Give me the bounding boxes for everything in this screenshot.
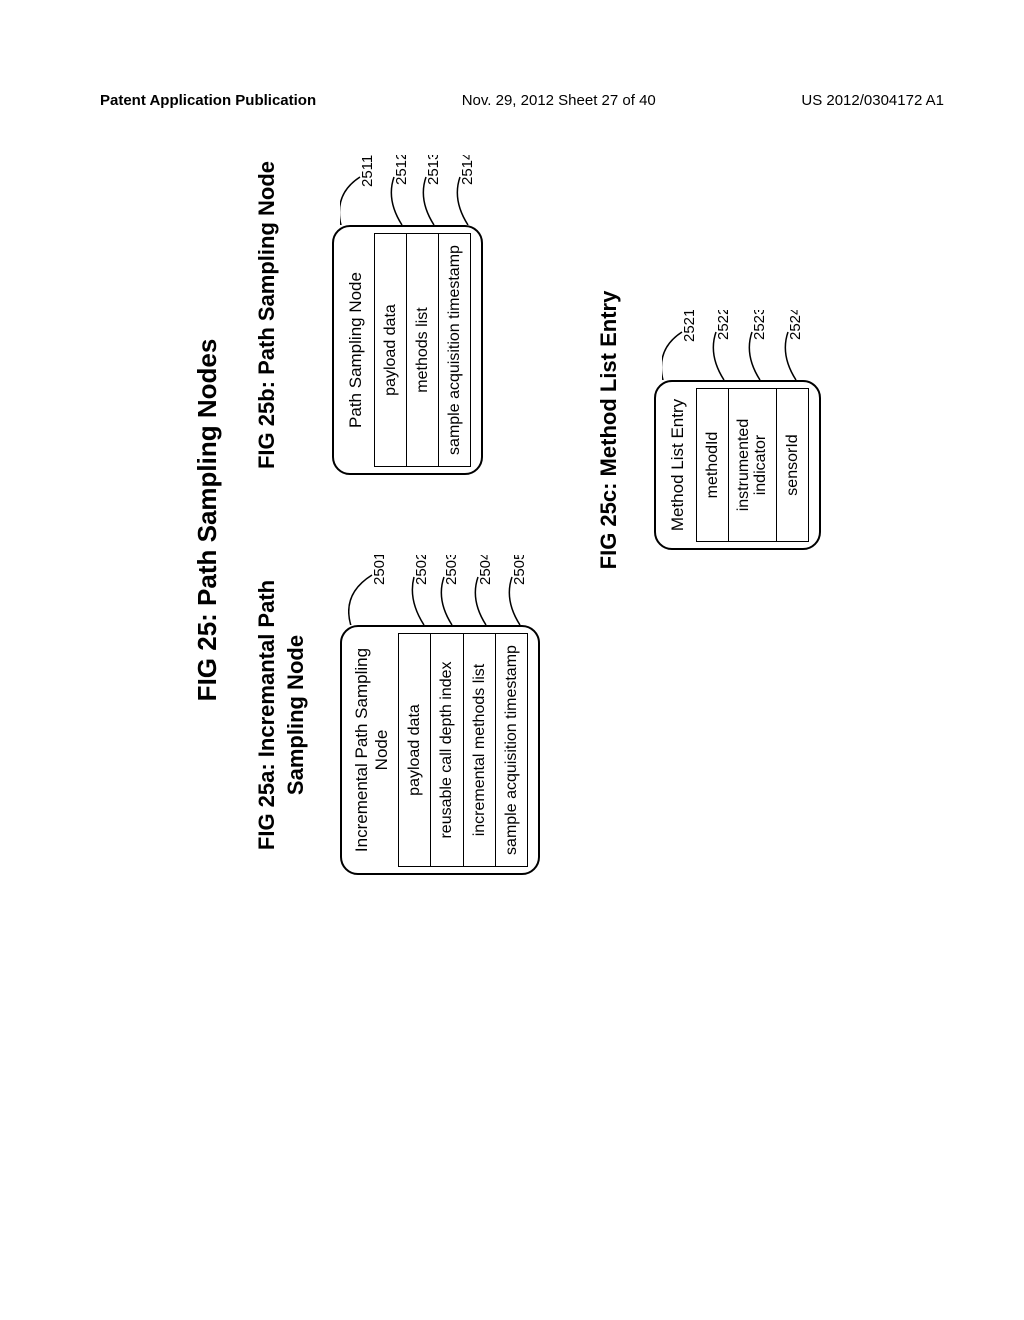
fig25a-conn-4: 2505 <box>500 555 534 625</box>
top-row: FIG 25a: Incremantal Path Sampling Node … <box>253 20 540 1020</box>
fig25b-ref-2: 2513 <box>425 155 442 185</box>
fig25b-ref-3: 2514 <box>459 155 476 185</box>
fig25c-field-2: sensorId <box>777 388 809 542</box>
fig25b-node-title: Path Sampling Node <box>342 233 374 467</box>
fig25c-conn-2: 2523 <box>736 310 770 380</box>
fig25c-ref-3: 2524 <box>787 310 804 340</box>
fig25c-conn-0: 2521 <box>662 310 698 380</box>
fig25a-field-3: sample acquisition timestamp <box>496 633 528 867</box>
fig25a-ref-0: 2501 <box>371 555 388 585</box>
fig25c-conn-1: 2522 <box>702 310 736 380</box>
fig25b-title: FIG 25b: Path Sampling Node <box>253 161 282 469</box>
fig25a-node-title: Incremental Path Sampling Node <box>350 633 398 867</box>
fig25b-conn-0: 2511 <box>340 155 376 225</box>
fig25a-field-1: reusable call depth index <box>431 633 463 867</box>
fig25c-field-1: instrumented indicator <box>729 388 777 542</box>
fig25c-conn-3: 2524 <box>770 310 808 380</box>
fig25a-field-2: incremental methods list <box>464 633 496 867</box>
fig25c-field-0: methodId <box>696 388 729 542</box>
fig25b-conn-2: 2513 <box>414 155 448 225</box>
fig25b-conn-1: 2512 <box>380 155 414 225</box>
fig25b-node: Path Sampling Node payload data methods … <box>332 225 484 475</box>
fig25b-field-2: sample acquisition timestamp <box>439 233 471 467</box>
fig25a-conn-1: 2502 <box>398 555 432 625</box>
figure-content: FIG 25: Path Sampling Nodes FIG 25a: Inc… <box>152 20 872 1020</box>
fig25a-node: Incremental Path Sampling Node payload d… <box>340 625 540 875</box>
fig25a-ref-4: 2505 <box>511 555 528 585</box>
fig25a-title: FIG 25a: Incremantal Path Sampling Node <box>253 545 310 885</box>
fig25c-section: FIG 25c: Method List Entry Method List E… <box>595 291 821 570</box>
fig25a-section: FIG 25a: Incremantal Path Sampling Node … <box>253 545 540 885</box>
fig25b-ref-0: 2511 <box>359 155 376 187</box>
fig25b-labels: 2511 2512 2513 2514 <box>332 155 482 225</box>
fig25b-section: FIG 25b: Path Sampling Node Path Samplin… <box>253 155 540 475</box>
fig25a-ref-1: 2502 <box>413 555 430 585</box>
fig25c-diagram: Method List Entry methodId instrumented … <box>654 310 822 550</box>
fig25a-conn-3: 2504 <box>466 555 500 625</box>
fig25c-node-title: Method List Entry <box>664 388 696 542</box>
fig25a-labels: 2501 2502 2503 2504 <box>340 555 534 625</box>
fig25c-title: FIG 25c: Method List Entry <box>595 291 624 570</box>
fig25a-ref-2: 2503 <box>443 555 460 585</box>
fig25a-ref-3: 2504 <box>477 555 494 585</box>
fig25c-ref-0: 2521 <box>681 310 698 342</box>
fig25b-field-1: methods list <box>407 233 439 467</box>
fig25a-field-0: payload data <box>398 633 431 867</box>
fig25a-conn-0: 2501 <box>348 555 388 625</box>
fig25a-diagram: Incremental Path Sampling Node payload d… <box>340 555 540 875</box>
fig25c-labels: 2521 2522 2523 2524 <box>654 310 808 380</box>
fig25b-conn-3: 2514 <box>448 155 482 225</box>
fig25c-ref-2: 2523 <box>751 310 768 340</box>
fig25b-field-0: payload data <box>374 233 407 467</box>
fig25a-conn-2: 2503 <box>432 555 466 625</box>
main-title: FIG 25: Path Sampling Nodes <box>192 20 223 1020</box>
fig25b-ref-1: 2512 <box>393 155 410 185</box>
fig25c-ref-1: 2522 <box>715 310 732 340</box>
fig25b-diagram: Path Sampling Node payload data methods … <box>332 155 484 475</box>
fig25c-node: Method List Entry methodId instrumented … <box>654 380 822 550</box>
bottom-row: FIG 25c: Method List Entry Method List E… <box>595 20 821 1020</box>
